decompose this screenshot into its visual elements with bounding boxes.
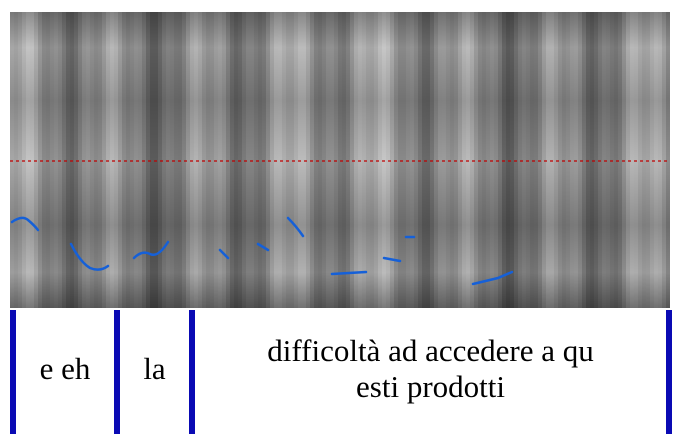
- spectrogram-shading: [10, 12, 670, 308]
- textgrid-tier: [10, 310, 670, 434]
- interval-text: difficoltà ad accedere a qu: [267, 333, 593, 368]
- interval-text: esti prodotti: [356, 369, 505, 404]
- interval-text: e eh: [40, 351, 91, 386]
- interval-text: la: [143, 351, 166, 386]
- pitch-contour: [10, 216, 514, 286]
- boundaries: [10, 310, 672, 434]
